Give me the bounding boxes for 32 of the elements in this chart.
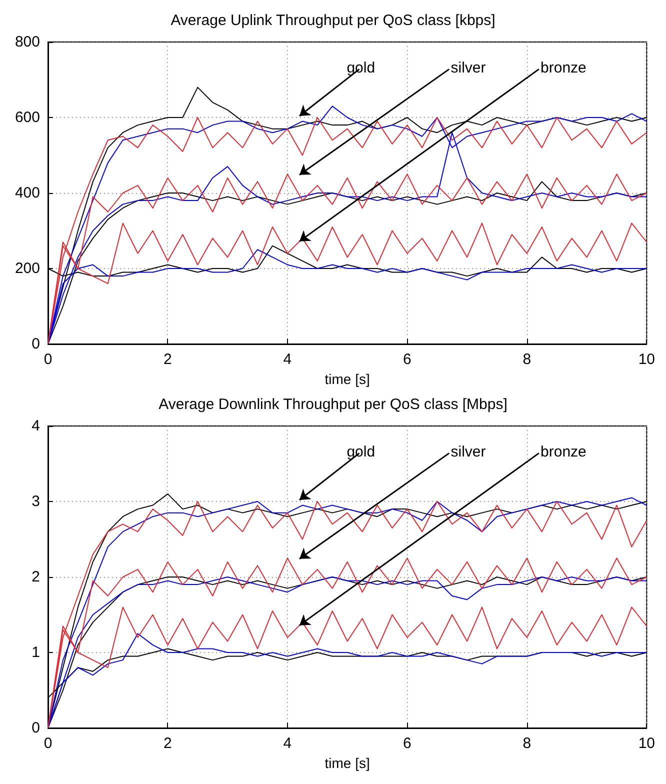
x-tick-label: 0	[44, 735, 52, 752]
x-tick-label: 6	[403, 735, 412, 752]
y-tick-label: 200	[14, 260, 40, 277]
y-tick-label: 1	[32, 644, 40, 661]
x-tick-label: 0	[44, 351, 52, 368]
x-tick-label: 10	[638, 351, 655, 368]
x-tick-label: 10	[638, 735, 655, 752]
y-tick-label: 2	[32, 568, 40, 586]
y-tick-label: 800	[14, 34, 40, 50]
y-tick-label: 0	[32, 720, 40, 736]
x-tick-label: 2	[164, 735, 172, 752]
chart-title: Average Uplink Throughput per QoS class [kbps]	[170, 12, 496, 29]
x-tick-label: 2	[164, 351, 172, 368]
x-tick-label: 6	[403, 351, 412, 368]
x-axis-title: time [s]	[324, 370, 370, 387]
x-tick-label: 8	[522, 735, 532, 752]
x-tick-label: 4	[283, 351, 292, 368]
x-tick-label: 4	[283, 735, 292, 752]
y-tick-label: 400	[14, 184, 40, 202]
annotation: bronze	[540, 60, 586, 77]
chart-title: Average Downlink Throughput per QoS class [Mbps]	[158, 396, 508, 413]
y-tick-label: 3	[32, 493, 40, 510]
annotation: gold	[346, 443, 376, 460]
y-tick-label: 600	[14, 109, 40, 126]
annotation: gold	[346, 59, 376, 76]
x-tick-label: 8	[522, 351, 532, 368]
annotation: silver	[450, 444, 486, 461]
annotation: bronze	[540, 444, 586, 461]
x-axis-title: time [s]	[324, 754, 370, 771]
annotation: silver	[450, 60, 486, 77]
y-tick-label: 4	[32, 418, 40, 434]
y-tick-label: 0	[32, 336, 40, 352]
